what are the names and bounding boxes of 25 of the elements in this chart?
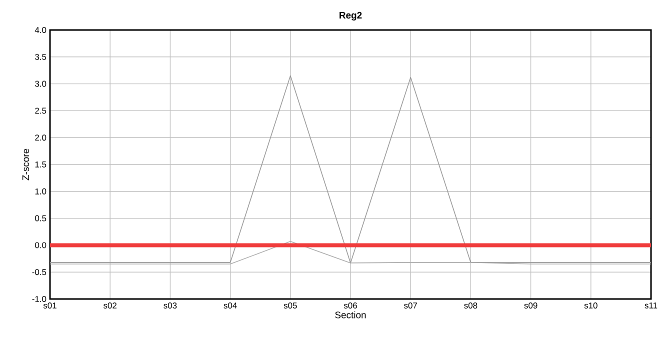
y-tick-label: 0.0	[35, 242, 46, 248]
x-tick-label: s09	[524, 302, 538, 309]
x-tick-label: s06	[344, 302, 357, 309]
y-tick-label: 3.5	[35, 54, 46, 60]
x-tick-label: s05	[284, 302, 297, 309]
x-tick-label: s02	[104, 302, 117, 309]
y-tick-label: 4.0	[34, 27, 46, 33]
x-axis-title: Section	[335, 311, 366, 318]
x-tick-label: s04	[224, 302, 237, 309]
y-axis-title: Z-score	[22, 148, 30, 180]
x-tick-label: s08	[464, 302, 478, 309]
x-tick-label: s01	[43, 302, 56, 309]
x-tick-label: s07	[404, 302, 418, 309]
y-tick-label: -1.0	[32, 296, 46, 302]
y-tick-label: 2.0	[35, 134, 46, 141]
y-tick-label: -0.5	[32, 269, 46, 276]
y-tick-label: 2.5	[35, 108, 46, 114]
y-tick-label: 0.5	[35, 215, 46, 222]
x-tick-label: s11	[644, 302, 658, 308]
chart-title: Reg2	[340, 12, 362, 20]
y-tick-label: 3.0	[35, 80, 46, 87]
x-tick-label: s10	[584, 302, 598, 309]
y-tick-label: 1.0	[35, 188, 46, 194]
y-tick-label: 1.5	[35, 162, 46, 168]
x-tick-label: s03	[164, 302, 177, 309]
